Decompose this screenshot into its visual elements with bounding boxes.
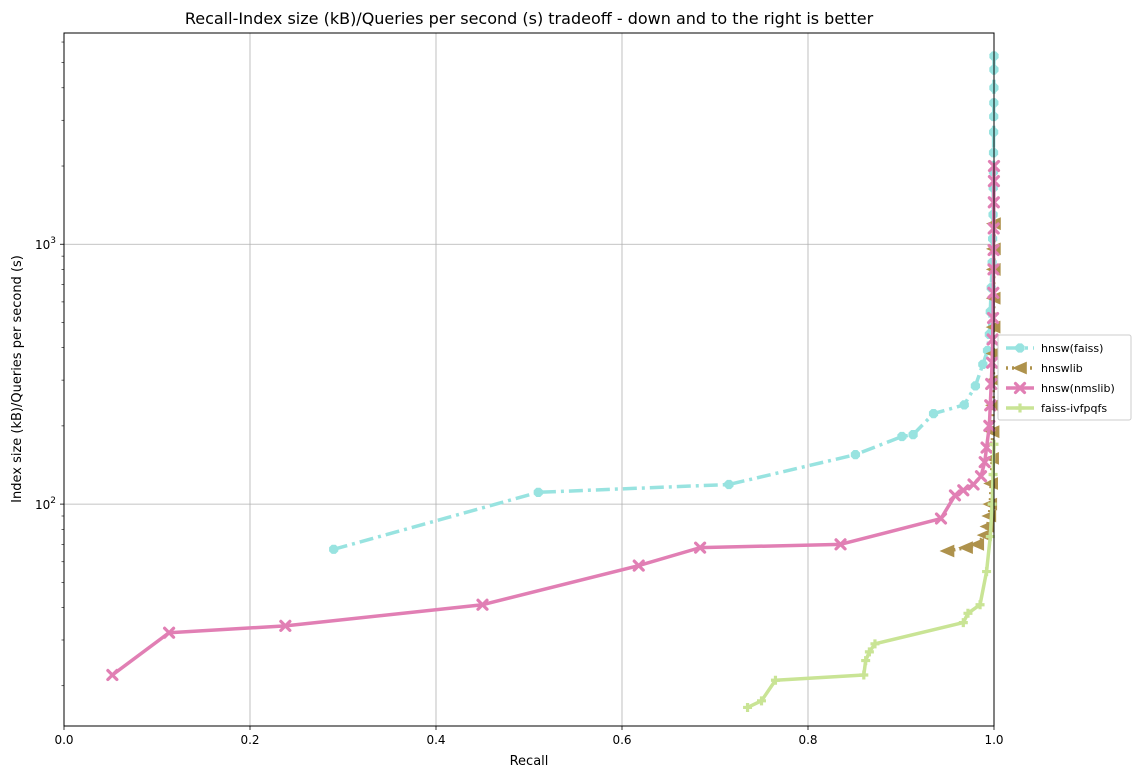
- legend-marker: [1015, 343, 1025, 353]
- data-point: [724, 479, 734, 490]
- data-point: [476, 598, 489, 611]
- series-layer: [106, 51, 1001, 712]
- series-line: [746, 444, 996, 710]
- data-point: [975, 600, 985, 610]
- data-point: [279, 619, 292, 632]
- data-point: [963, 608, 973, 618]
- data-point: [834, 538, 847, 551]
- x-axis-label: Recall: [510, 754, 549, 769]
- data-point: [978, 456, 991, 469]
- series-faiss-ivfpqfs: [743, 439, 999, 712]
- data-point: [850, 450, 861, 460]
- series-hnsw-faiss-: [329, 51, 999, 554]
- data-point: [958, 541, 973, 555]
- data-point: [974, 470, 988, 483]
- data-point: [969, 537, 985, 551]
- legend-label: hnswlib: [1041, 362, 1083, 375]
- data-point: [162, 626, 176, 639]
- legend-label: hnsw(nmslib): [1041, 382, 1115, 395]
- data-point: [984, 425, 1000, 439]
- data-point: [864, 647, 874, 657]
- plot-frame: [63, 32, 995, 727]
- data-point: [908, 430, 918, 440]
- legend-label: faiss-ivfpqfs: [1041, 402, 1107, 415]
- x-tick-label: 1.0: [984, 733, 1003, 747]
- data-point: [982, 567, 992, 577]
- data-point: [959, 400, 969, 410]
- data-point: [948, 489, 962, 502]
- legend-marker: [1012, 361, 1027, 375]
- series-line: [333, 56, 996, 551]
- legend-frame: [997, 334, 1132, 421]
- legend-label: hnsw(faiss): [1041, 342, 1103, 355]
- data-point: [870, 639, 880, 649]
- x-tick-label: 0.4: [426, 733, 445, 747]
- series-hnsw-nmslib-: [106, 159, 1001, 682]
- x-tick-label: 0.2: [240, 733, 259, 747]
- data-point: [970, 381, 981, 391]
- data-point: [770, 675, 780, 685]
- data-point: [986, 311, 1000, 325]
- data-point: [986, 356, 999, 369]
- data-point: [988, 470, 998, 479]
- data-point: [939, 544, 955, 558]
- data-point: [976, 528, 992, 542]
- legend: hnsw(faiss) hnswlib hnsw(nmslib) faiss-ivfp…: [997, 334, 1132, 421]
- data-point: [984, 399, 997, 412]
- data-point: [987, 286, 1000, 299]
- y-axis: 102 103: [35, 41, 64, 687]
- data-point: [957, 484, 970, 497]
- chart-title: Recall-Index size (kB)/Queries per secon…: [185, 9, 874, 28]
- data-point: [987, 499, 997, 509]
- data-point: [106, 668, 119, 682]
- x-tick-label: 0.8: [798, 733, 817, 747]
- y-tick-label: 103: [35, 236, 56, 252]
- data-point: [743, 702, 753, 712]
- y-tick-label: 102: [35, 496, 56, 512]
- legend-marker: [1015, 403, 1025, 413]
- data-point: [861, 656, 871, 666]
- x-axis: 0.0 0.2 0.4 0.6 0.8 1.0: [54, 726, 1004, 747]
- data-point: [694, 541, 707, 554]
- grid: [64, 33, 994, 726]
- data-point: [632, 559, 645, 572]
- data-point: [978, 359, 988, 369]
- y-axis-label: Index size (kB)/Queries per second (s): [10, 255, 25, 503]
- data-point: [533, 487, 543, 497]
- data-point: [985, 532, 995, 542]
- legend-marker: [1013, 381, 1027, 395]
- data-point: [983, 419, 996, 432]
- data-point: [986, 333, 999, 346]
- x-tick-label: 0.0: [54, 733, 73, 747]
- data-point: [928, 408, 939, 419]
- x-tick-label: 0.6: [612, 733, 631, 747]
- data-point: [958, 618, 968, 628]
- data-point: [757, 696, 766, 706]
- data-point: [897, 431, 907, 442]
- data-point: [329, 544, 339, 554]
- data-point: [934, 512, 948, 525]
- series-line: [111, 166, 996, 677]
- data-point: [859, 670, 869, 680]
